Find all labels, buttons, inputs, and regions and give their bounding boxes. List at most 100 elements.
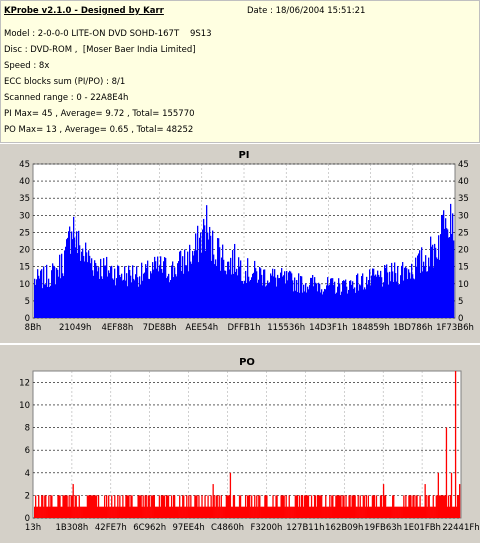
pi-bar [46,264,48,318]
pi-bar [379,276,381,318]
po-bar [371,495,374,518]
po-bar [239,495,242,518]
pi-bar [152,262,154,318]
pi-bar [397,265,399,318]
po-bar [139,495,141,518]
pi-bar [183,273,185,318]
po-bar [290,506,292,518]
pi-bar [240,260,242,318]
po-bar [207,495,209,518]
pi-bar [300,275,302,318]
pi-bar [256,271,258,318]
po-bar [273,506,275,518]
po-bar [156,506,159,518]
po-bar [267,506,269,518]
pi-bar [235,271,237,318]
po-bar [263,506,265,518]
po-bar [226,495,229,518]
pi-ytick-label: 20 [19,246,30,256]
po-bar [181,506,183,518]
pi-bar [381,277,383,318]
pi-bar [229,269,231,318]
po-bar [119,495,121,518]
pi-bar [36,279,38,318]
po-bar [249,495,251,518]
po-bar [341,506,343,518]
po-bar [268,506,270,518]
pi-bar [186,265,188,318]
po-bar [414,506,416,518]
po-bar [159,506,162,518]
po-bar [137,495,139,518]
pi-bar [189,244,191,318]
po-bar [308,506,311,518]
pi-bar [413,278,415,318]
po-bar [295,495,297,518]
po-bar [348,495,350,518]
pi-bar [192,251,194,318]
pi-bar [333,285,335,318]
pi-bar [429,266,431,318]
pi-bar [311,277,313,318]
po-bar [361,506,363,518]
po-bar [349,495,351,518]
po-bar [232,495,235,518]
pi-xtick-label: 21049h [59,323,91,333]
po-bar [449,495,452,518]
pi-bar [115,285,117,318]
po-bar [356,506,358,518]
pi-bar [141,262,143,318]
pi-bar [157,256,159,318]
po-bar [150,495,152,518]
po-bar [272,495,274,518]
po-bar [241,506,244,518]
pi-bar [376,276,378,318]
po-bar [335,495,337,518]
pi-bar [99,278,101,318]
po-bar [454,371,457,518]
po-bar [217,506,219,518]
pi-bar [336,292,338,318]
po-xtick-label: 22441Fh [442,523,479,533]
po-bar [97,495,100,518]
po-bar [216,495,218,518]
po-bar [264,495,266,518]
po-bar [375,495,378,518]
po-bar [71,495,73,518]
po-bar [83,506,86,518]
po-bar [447,495,450,518]
po-bar [315,506,318,518]
po-bar [130,495,132,518]
po-bar [75,495,77,518]
pi-bar [142,280,144,318]
pi-bar [184,249,186,318]
po-bar [99,506,102,518]
po-bar [318,495,320,518]
pi-bar [159,265,161,318]
pi-bar [48,278,50,318]
po-bar [428,495,430,518]
pi-bar [127,286,129,318]
po-bar [280,495,282,518]
pi-bar [439,259,441,318]
pi-bar [325,289,327,318]
pi-bar [132,265,134,318]
po-bar [368,506,371,518]
po-bar [145,495,147,518]
po-bar [91,495,94,518]
pi-bar [343,280,345,318]
pi-ytick-label: 10 [19,280,30,290]
pi-bar [394,262,396,318]
po-bar [125,495,127,518]
po-bar [90,495,93,518]
po-bar [405,495,407,518]
pi-bar [77,253,79,318]
pi-bar [450,203,452,318]
po-bar [115,506,117,518]
po-bar [360,506,362,518]
pi-bar [434,243,436,318]
po-bar [374,506,377,518]
pi-bar [382,286,384,318]
pi-bar [79,245,81,318]
po-bar [39,506,41,518]
